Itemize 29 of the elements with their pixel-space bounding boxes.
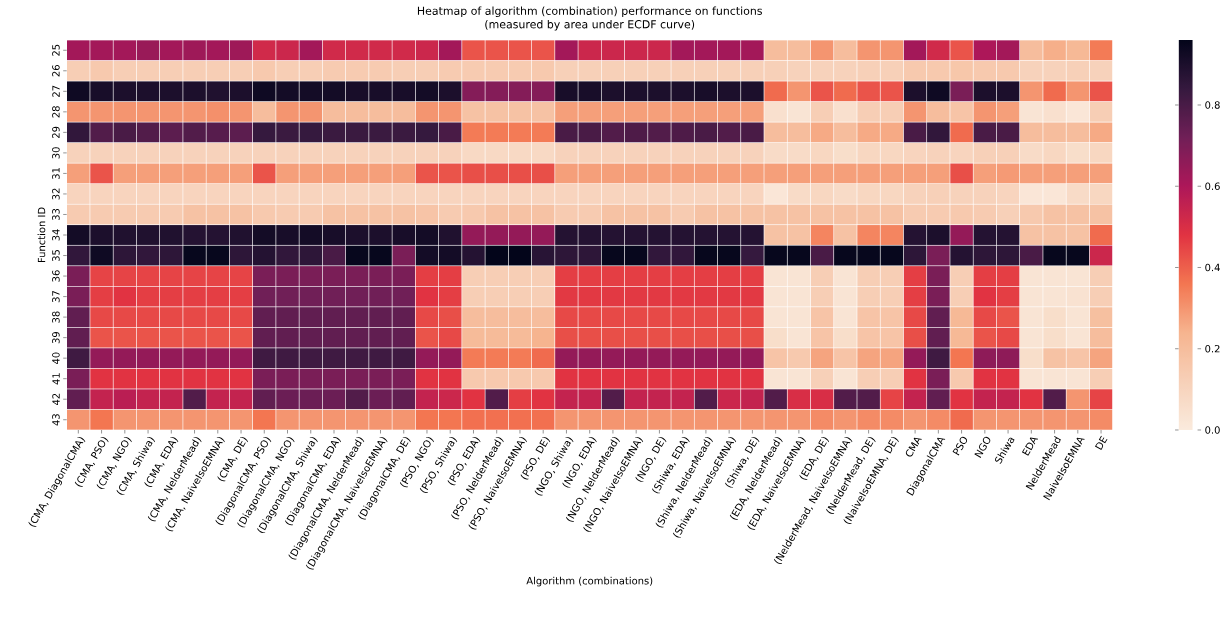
y-tick-label: 33 <box>52 208 60 221</box>
y-tick-label: 38 <box>52 311 60 323</box>
y-tick-label: 32 <box>52 188 60 200</box>
y-tick-label: 30 <box>52 147 60 159</box>
x-axis-title: Algorithm (combinations) <box>526 576 653 587</box>
color-bar-label: 0.0 <box>1205 426 1220 434</box>
y-tick-label: 37 <box>52 291 60 303</box>
y-tick-label: 39 <box>52 332 60 344</box>
y-tick-label: 43 <box>52 414 60 426</box>
chart-title: Heatmap of algorithm (combination) performance on functions <box>417 6 762 18</box>
y-tick-label: 25 <box>52 44 60 56</box>
y-axis-title: Function ID <box>37 207 46 263</box>
color-bar-label: 0.8 <box>1205 101 1220 109</box>
y-tick-label: 26 <box>52 65 60 77</box>
y-tick-label: 40 <box>52 352 60 365</box>
y-tick-label: 42 <box>52 393 60 406</box>
chart-subtitle: (measured by area under ECDF curve) <box>485 19 695 31</box>
color-bar-label: 0.2 <box>1205 344 1220 353</box>
y-tick-label: 41 <box>52 373 60 385</box>
y-tick-label: 36 <box>52 270 60 282</box>
color-bar-label: 0.6 <box>1205 182 1220 191</box>
x-tick-label: DE <box>1094 435 1108 451</box>
y-tick-label: 35 <box>52 250 60 262</box>
y-tick-label: 28 <box>52 106 60 118</box>
y-tick-label: 29 <box>52 126 60 138</box>
y-tick-label: 34 <box>52 229 60 241</box>
color-bar-label: 0.4 <box>1205 263 1220 272</box>
y-tick-label: 27 <box>52 85 60 97</box>
y-tick-label: 31 <box>52 168 60 179</box>
